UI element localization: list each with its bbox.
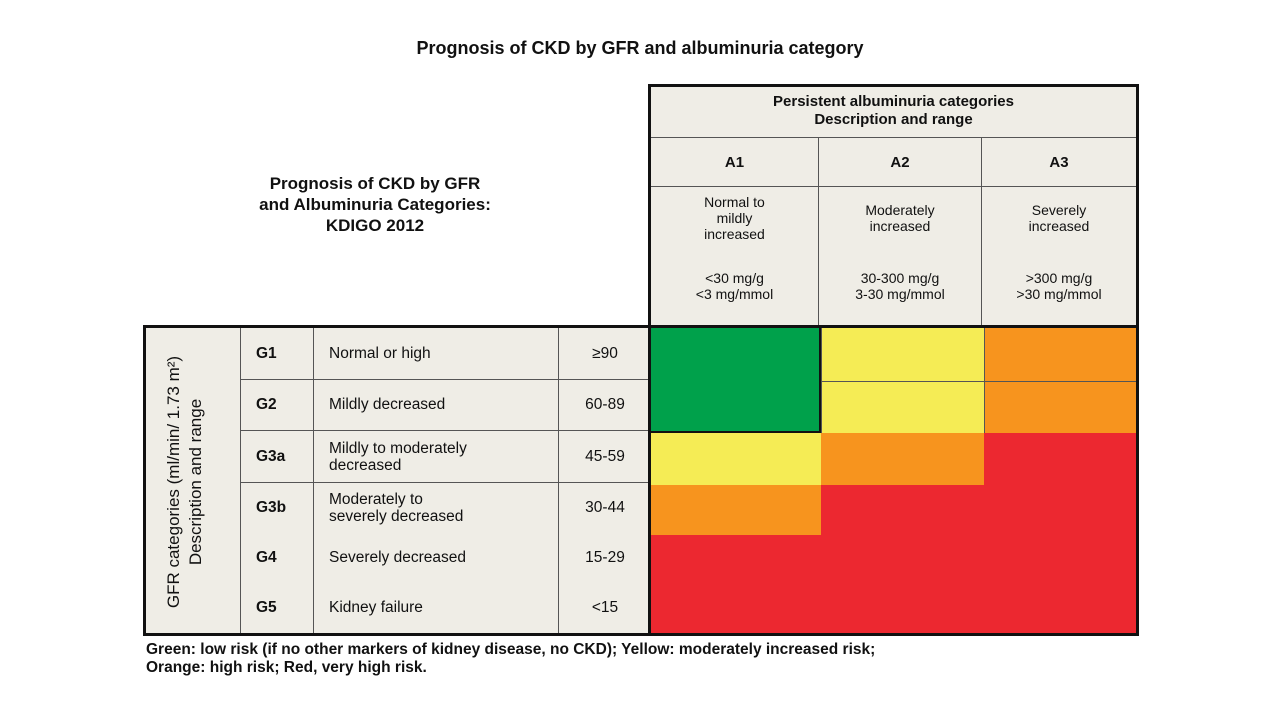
divider [240, 482, 651, 483]
risk-cell-g4-a3 [984, 535, 1136, 586]
subtitle-line: and Albuminuria Categories: [259, 195, 491, 214]
g1-description: Normal or high [329, 344, 431, 362]
range-line: <30 mg/g [705, 270, 764, 286]
divider [240, 328, 241, 633]
albuminuria-header-line: Persistent albuminuria categories [773, 93, 1014, 110]
risk-cell-g3a-a3 [984, 433, 1136, 485]
risk-cell-g3b-a1 [651, 485, 821, 535]
risk-cell-g3a-a1 [651, 433, 821, 485]
legend-line: Green: low risk (if no other markers of … [146, 641, 876, 658]
subtitle: Prognosis of CKD by GFR and Albuminuria … [190, 173, 560, 236]
page-title: Prognosis of CKD by GFR and albuminuria … [416, 38, 864, 58]
desc-line: Moderately [865, 202, 935, 218]
g3a-code: G3a [256, 447, 286, 465]
g5-description: Kidney failure [329, 599, 423, 616]
g2-code: G2 [256, 396, 277, 413]
risk-cell-g1-a1 [651, 328, 821, 433]
g5-code: G5 [256, 599, 277, 616]
a2-range: 30-300 mg/g 3-30 mg/mmol [819, 270, 981, 302]
desc-line: Severely [1031, 202, 1087, 218]
g3b-code: G3b [256, 499, 287, 516]
desc-line: increased [1028, 218, 1090, 234]
desc-line: decreased [329, 457, 402, 474]
g4-code: G4 [256, 549, 277, 566]
albuminuria-header: Persistent albuminuria categories Descri… [651, 93, 1136, 129]
albuminuria-header-line: Description and range [814, 111, 973, 128]
g4-description: Severely decreased [329, 549, 466, 566]
desc-line: Moderately to [329, 491, 423, 508]
divider [313, 328, 314, 633]
desc-line: mildly [716, 210, 753, 226]
subtitle-line: Prognosis of CKD by GFR [269, 174, 481, 193]
risk-cell-g5-a1 [651, 586, 821, 633]
g4-range: 15-29 [585, 549, 625, 566]
desc-line: Mildly to moderately [329, 440, 467, 457]
gfr-axis-label-line: GFR categories (ml/min/ 1.73 m²) [164, 355, 183, 609]
risk-cell-g2-a3 [984, 381, 1136, 433]
a1-description: Normal to mildly increased [651, 194, 818, 242]
g5-range: <15 [591, 599, 619, 616]
g3b-description: Moderately to severely decreased [329, 491, 463, 525]
a3-range: >300 mg/g >30 mg/mmol [982, 270, 1136, 302]
gfr-panel [143, 325, 651, 636]
range-line: >300 mg/g [1025, 270, 1093, 286]
g1-range: ≥90 [592, 344, 618, 362]
risk-cell-g1-a3 [984, 328, 1136, 381]
legend-line: Orange: high risk; Red, very high risk. [146, 659, 427, 676]
grid-divider [821, 381, 1136, 382]
a3-code: A3 [1049, 154, 1069, 171]
divider [240, 430, 651, 431]
divider [651, 186, 1136, 187]
divider [558, 328, 559, 633]
a1-range: <30 mg/g <3 mg/mmol [651, 270, 818, 302]
divider [240, 379, 651, 380]
subtitle-line: KDIGO 2012 [325, 216, 425, 235]
risk-cell-g2-a2 [821, 381, 984, 433]
risk-cell-g3b-a2 [821, 485, 984, 535]
risk-cell-g1-a2 [821, 328, 984, 381]
divider [818, 137, 819, 327]
g3a-description: Mildly to moderately decreased [329, 440, 467, 474]
albuminuria-header-panel [648, 84, 1139, 328]
risk-grid [648, 325, 1139, 636]
grid-divider [984, 328, 985, 433]
desc-line: increased [869, 218, 931, 234]
g2-description: Mildly decreased [329, 396, 446, 413]
range-line: <3 mg/mmol [695, 286, 774, 302]
divider [651, 137, 1136, 138]
risk-cell-g4-a2 [821, 535, 984, 586]
range-line: 30-300 mg/g [860, 270, 940, 286]
a3-description: Severely increased [982, 202, 1136, 234]
g2-range: 60-89 [585, 396, 625, 413]
risk-cell-g4-a1 [651, 535, 821, 586]
g3a-range: 45-59 [585, 447, 625, 465]
risk-cell-g5-a3 [984, 586, 1136, 633]
a2-description: Moderately increased [819, 202, 981, 234]
g1-code: G1 [256, 344, 277, 362]
gfr-axis-label-line: Description and range [186, 398, 205, 566]
grid-divider [821, 328, 822, 433]
desc-line: Normal to [704, 194, 765, 210]
risk-cell-g3b-a3 [984, 485, 1136, 535]
a1-code: A1 [724, 154, 745, 171]
risk-legend: Green: low risk (if no other markers of … [146, 641, 875, 677]
range-line: >30 mg/mmol [1016, 286, 1102, 302]
desc-line: severely decreased [329, 508, 464, 525]
desc-line: increased [704, 226, 765, 242]
gfr-axis-label: GFR categories (ml/min/ 1.73 m²) Descrip… [163, 337, 219, 627]
a2-code: A2 [890, 154, 910, 171]
range-line: 3-30 mg/mmol [855, 286, 945, 302]
risk-cell-g3a-a2 [821, 433, 984, 485]
risk-cell-g5-a2 [821, 586, 984, 633]
divider [981, 137, 982, 327]
g3b-range: 30-44 [585, 499, 625, 516]
